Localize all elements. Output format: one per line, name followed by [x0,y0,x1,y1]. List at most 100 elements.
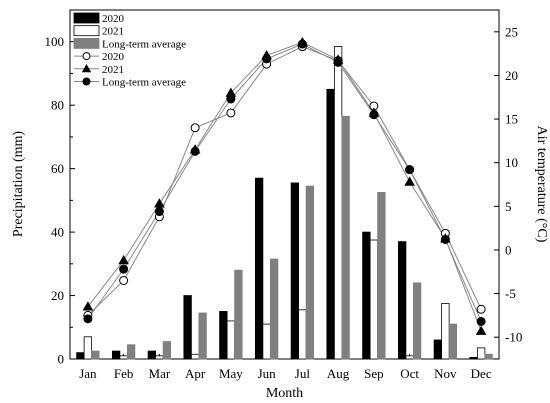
bar-series-group [76,46,493,360]
point-marker [476,304,486,314]
left-tick-label: 60 [51,161,64,176]
point-marker [81,63,92,73]
bar [111,350,121,360]
right-tick-label: -5 [505,286,516,301]
point-marker [440,234,450,244]
bar [433,339,443,360]
left-axis-title: Precipitation (mm) [11,131,26,237]
point-marker [83,314,93,324]
bar [441,303,450,360]
bar [219,311,228,360]
bar [476,347,486,360]
point-marker [405,165,415,175]
point-marker [82,52,91,61]
series-line [87,43,482,322]
bar [305,185,315,360]
right-tick-label: 10 [505,155,518,170]
right-tick-label: -10 [505,330,522,345]
bar [91,350,100,360]
bar [298,309,307,360]
right-tick-label: 25 [505,24,518,39]
bar [183,295,192,360]
legend-label: 2021 [102,64,124,76]
bar [254,177,264,360]
bar [269,258,279,360]
x-tick-label: Jan [79,366,97,381]
legend-label: 2020 [102,13,125,25]
bar [377,192,386,360]
x-tick-label: Aug [327,366,350,381]
right-axis-title: Air temperature (°C) [534,126,549,243]
legend-label: 2021 [102,26,124,38]
x-tick-label: May [219,366,243,381]
bar [198,312,207,360]
right-tick-label: 0 [505,242,512,257]
point-marker [476,316,486,326]
bar [162,341,172,360]
x-tick-label: Nov [434,366,457,381]
x-axis-title: Month [266,386,303,401]
point-marker [190,123,200,133]
bar [262,323,271,360]
left-tick-label: 80 [51,98,64,113]
point-marker [262,54,272,64]
right-tick-label: 5 [505,199,512,214]
point-marker [82,77,91,86]
legend-label: Long-term average [102,38,186,50]
bar [412,282,422,360]
bar [362,231,371,360]
point-marker [226,94,236,104]
bar [397,241,407,360]
point-marker [119,264,129,274]
bar [155,355,164,360]
right-tick-label: 15 [505,112,518,127]
point-marker [404,176,415,186]
bar [341,115,350,360]
point-marker [154,198,165,208]
bar [448,323,458,360]
x-tick-label: Mar [149,366,171,381]
bar [290,182,300,360]
x-tick-label: Jul [295,366,311,381]
legend-label: Long-term average [102,77,186,89]
bar [226,320,236,360]
bar [126,344,136,360]
point-marker [297,39,307,49]
bar [326,88,335,360]
bar [234,269,243,360]
point-marker [226,108,236,118]
plot-frame [69,9,500,360]
point-marker [475,325,487,335]
legend-bar-swatch [73,12,100,24]
bar [469,357,478,360]
legend-bar-swatch [73,25,100,37]
bar [484,353,493,360]
bar [333,46,343,360]
bar [147,350,157,360]
legend-label: 2020 [102,51,125,63]
legend-bar-swatch [73,38,100,49]
x-tick-label: Apr [185,366,206,381]
bar [76,352,85,360]
x-tick-label: Dec [471,366,492,381]
bar [83,336,93,360]
x-tick-label: Jun [258,366,277,381]
right-tick-label: 20 [505,68,518,83]
right-axis-ticks: -10 -5 0 5 10 15 20 25 [494,24,522,345]
bar [369,239,379,360]
bar [119,355,128,360]
left-tick-label: 20 [51,288,64,303]
left-axis-ticks: 0 20 40 60 80 100 [45,34,75,367]
left-tick-label: 0 [58,352,65,367]
point-marker [369,110,379,120]
bar [405,355,414,360]
bar [190,353,200,360]
x-tick-label: Oct [400,366,419,381]
point-marker [82,301,94,311]
x-tick-label: Feb [114,366,134,381]
left-tick-label: 40 [51,225,64,240]
series-line [87,41,482,332]
line-series-group [82,36,487,335]
